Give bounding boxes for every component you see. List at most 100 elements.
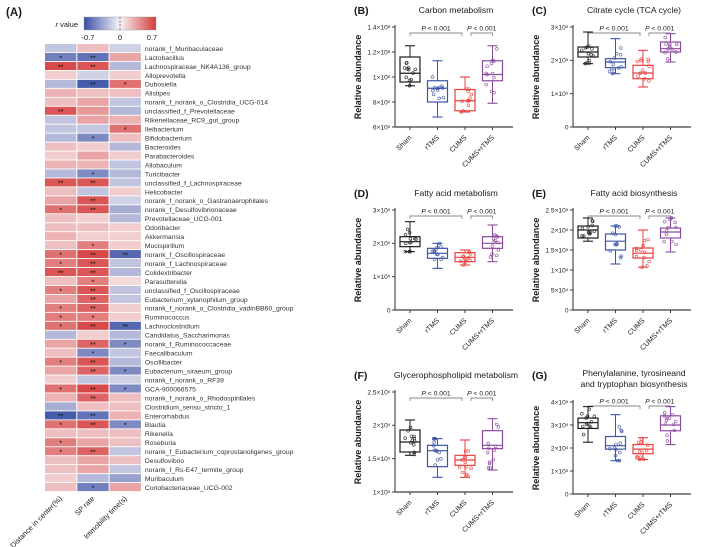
data-point: [412, 452, 417, 457]
data-point: [618, 256, 623, 260]
data-point: [492, 240, 496, 244]
x-tick-label: rTMS: [424, 134, 441, 151]
data-point: [581, 233, 586, 238]
heatmap-cell: [109, 241, 141, 250]
heatmap-row-label: norank_f_Desulfovibrionaceae: [145, 207, 237, 214]
heatmap-row-label: Muribaculum: [145, 476, 184, 483]
data-point: [674, 225, 678, 230]
heatmap-row-label: norank_f_Lachnospiraceae: [145, 261, 227, 268]
heatmap-cell: [45, 483, 77, 492]
heatmap-sig-star: **: [58, 412, 64, 421]
y-tick-label: 5×10⁴: [551, 287, 569, 294]
heatmap-sig-star: **: [90, 448, 96, 457]
box-group-sham: [399, 45, 421, 88]
y-tick-label: 2×10⁵: [373, 241, 391, 248]
x-tick-label: CUMS: [449, 317, 469, 337]
sig-label: P < 0.001: [645, 209, 675, 216]
heatmap-cell: [77, 142, 109, 151]
data-point: [463, 460, 468, 464]
heatmap-row-label: norank_f_norank_o_Clostridia_vadinBB60_g…: [145, 306, 294, 313]
data-point: [642, 250, 647, 255]
box-group-cums-rtms: [481, 418, 504, 471]
y-axis-label: Relative abundance: [531, 35, 541, 120]
sig-bracket: [587, 32, 641, 36]
data-point: [486, 441, 491, 446]
heatmap-sig-star: **: [90, 197, 96, 206]
data-point: [647, 259, 651, 264]
heatmap-cell: [77, 321, 109, 330]
heatmap-row-label: norank_f_Eubacterium_coprostanoligenes_g…: [145, 449, 294, 456]
data-point: [466, 99, 470, 103]
data-point: [457, 465, 462, 469]
heatmap-sig-star: *: [59, 259, 62, 268]
heatmap-sig-star: **: [90, 250, 96, 259]
data-point: [612, 446, 617, 450]
data-point: [492, 59, 496, 63]
data-point: [489, 89, 494, 94]
heatmap-row-label: Coriobacteriaceae_UCG-002: [145, 485, 233, 492]
data-point: [635, 455, 639, 459]
data-point: [412, 434, 416, 439]
heatmap-cell: [45, 241, 77, 250]
data-point: [490, 244, 495, 248]
heatmap-row-label: Ileibacterium: [145, 127, 184, 134]
heatmap-cell: [77, 79, 109, 88]
heatmap-row-label: norank_f_norank_o_RF39: [145, 377, 224, 384]
box-group-cums: [632, 49, 654, 88]
heatmap-cell: [109, 142, 141, 151]
data-point: [610, 231, 615, 236]
panel-title: Carbon metabolism: [419, 5, 494, 15]
data-point: [585, 45, 589, 49]
data-point: [411, 71, 415, 75]
data-point: [468, 258, 472, 263]
data-point: [407, 83, 412, 88]
heatmap-cell: [77, 187, 109, 196]
data-point: [639, 437, 644, 441]
heatmap-cell: [109, 384, 141, 393]
heatmap-sig-star: **: [90, 322, 96, 331]
heatmap-cell: [77, 303, 109, 312]
box-group-cums: [632, 229, 654, 269]
y-tick-label: 2×10⁵: [551, 58, 569, 65]
data-point: [609, 66, 614, 71]
heatmap-cell: [77, 97, 109, 106]
x-tick-label: Sham: [396, 499, 414, 517]
heatmap-row-label: Alistipes: [145, 91, 171, 98]
data-point: [662, 239, 666, 244]
heatmap-cell: [109, 420, 141, 429]
data-point: [664, 228, 669, 233]
y-tick-label: 1.4×10⁶: [367, 24, 390, 31]
heatmap-cell: [109, 456, 141, 465]
data-point: [432, 250, 437, 254]
heatmap-sig-star: **: [58, 62, 64, 71]
data-point: [488, 466, 493, 470]
data-point: [490, 71, 495, 76]
heatmap-sig-star: *: [91, 134, 94, 143]
heatmap-sig-star: **: [90, 358, 96, 367]
heatmap-row-label: Bacteroides: [145, 144, 181, 151]
data-point: [612, 56, 617, 60]
heatmap-sig-star: **: [58, 179, 64, 188]
heatmap-cell: [109, 438, 141, 447]
data-point: [461, 255, 465, 259]
data-point: [617, 425, 622, 429]
heatmap-sig-star: *: [59, 206, 62, 215]
data-point: [663, 50, 667, 55]
heatmap-sig-star: *: [91, 277, 94, 286]
heatmap-cell: [109, 474, 141, 483]
heatmap-sig-star: **: [90, 340, 96, 349]
data-point: [668, 42, 672, 47]
heatmap-cell: [77, 151, 109, 160]
heatmap-cell: [109, 88, 141, 97]
sig-bracket: [587, 405, 641, 409]
data-point: [670, 239, 674, 244]
data-point: [634, 254, 639, 259]
data-point: [459, 110, 463, 114]
panel-f-boxplot: (F) Glycerophospholipid metabolism 1×10⁵ 1.…: [353, 370, 518, 534]
panel-c-boxplot: (C) Citrate cycle (TCA cycle) 0 1×10⁵ 2×10⁵ 3…: [531, 5, 691, 169]
heatmap-cell: [109, 115, 141, 124]
data-point: [671, 422, 676, 427]
heatmap-sig-star: **: [90, 80, 96, 89]
data-point: [463, 260, 468, 264]
box-group-rtms: [426, 436, 449, 478]
